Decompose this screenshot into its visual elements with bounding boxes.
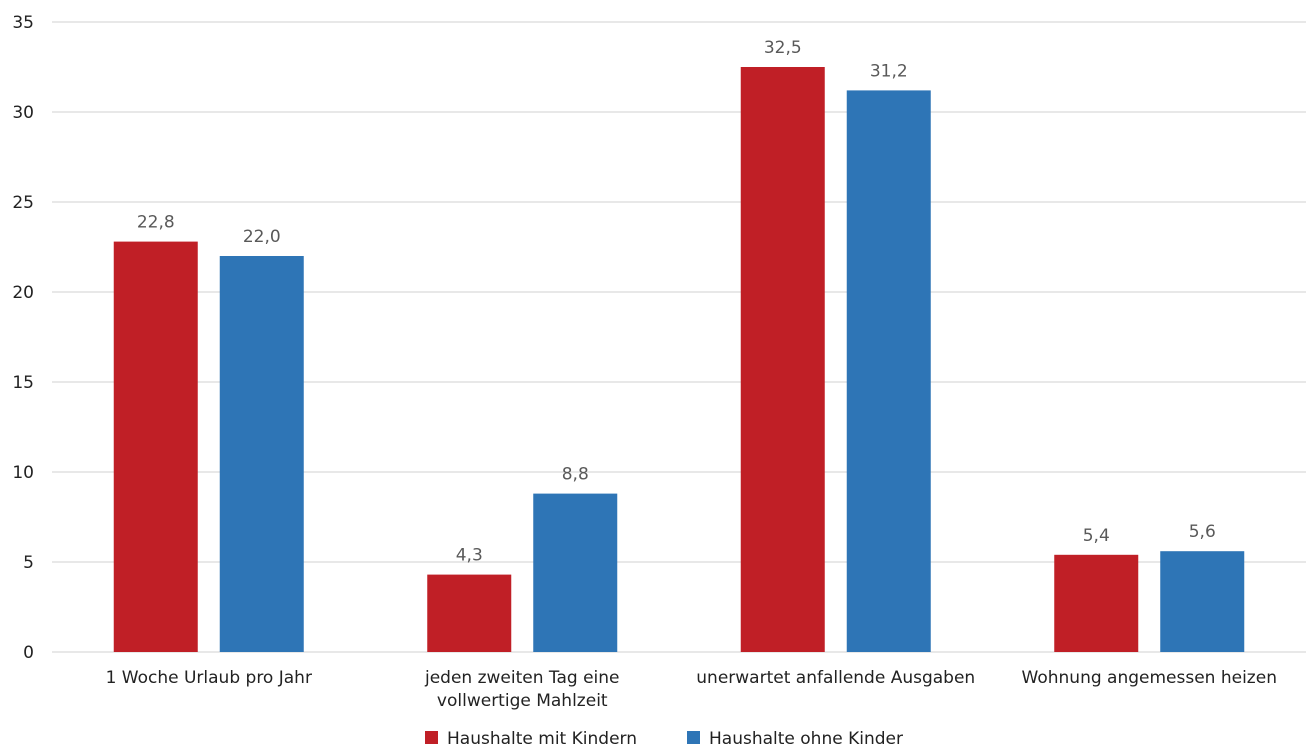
legend-swatch [425,731,438,744]
data-label: 22,8 [137,213,175,233]
y-tick-label: 10 [12,463,34,483]
data-label: 4,3 [456,546,483,566]
bar [1160,551,1245,652]
bar [846,90,931,652]
bar [219,256,304,652]
data-label: 5,6 [1189,522,1216,542]
data-label: 8,8 [562,465,589,485]
x-category-label: Wohnung angemessen heizen [1022,668,1277,688]
data-labels: 22,8 22,0 4,3 8,8 32,5 31,2 5,4 5,6 [137,38,1216,566]
y-tick-label: 25 [12,193,34,213]
bars [113,67,1245,652]
y-tick-label: 5 [23,553,34,573]
y-tick-label: 20 [12,283,34,303]
legend-label: Haushalte mit Kindern [447,729,637,747]
bar [1054,554,1139,652]
data-label: 31,2 [870,61,908,81]
x-category-label: unerwartet anfallende Ausgaben [696,668,975,688]
y-tick-label: 15 [12,373,34,393]
legend: Haushalte mit Kindern Haushalte ohne Kind… [425,729,903,747]
y-axis-tick-labels: 0 5 10 15 20 25 30 35 [12,13,34,663]
bar [740,67,825,652]
x-category-label: vollwertige Mahlzeit [437,691,608,711]
x-category-label: jeden zweiten Tag eine [424,668,620,688]
data-label: 5,4 [1083,526,1110,546]
legend-label: Haushalte ohne Kinder [709,729,903,747]
x-axis-category-labels: 1 Woche Urlaub pro Jahr jeden zweiten Tag… [106,668,1277,711]
legend-swatch [687,731,700,744]
bar [113,241,198,652]
bar [533,493,618,652]
data-label: 32,5 [764,38,802,58]
bar [427,574,512,652]
y-tick-label: 35 [12,13,34,33]
y-tick-label: 0 [23,643,34,663]
data-label: 22,0 [243,227,281,247]
x-category-label: 1 Woche Urlaub pro Jahr [106,668,312,688]
y-tick-label: 30 [12,103,34,123]
